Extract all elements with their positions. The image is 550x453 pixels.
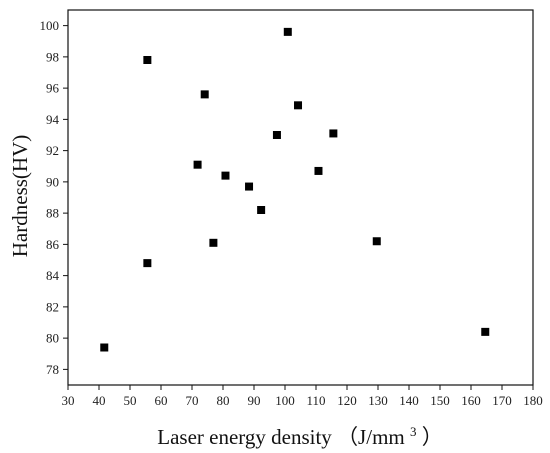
x-tick-label: 70 bbox=[186, 393, 199, 408]
x-tick-label: 150 bbox=[430, 393, 450, 408]
x-axis-unit-superscript: 3 bbox=[410, 424, 417, 439]
x-tick-label: 50 bbox=[124, 393, 137, 408]
data-point bbox=[143, 56, 152, 64]
y-tick-label: 100 bbox=[40, 18, 60, 33]
x-tick-label: 180 bbox=[523, 393, 543, 408]
data-point bbox=[143, 259, 152, 268]
plot-frame bbox=[67, 9, 534, 386]
x-tick-label: 130 bbox=[368, 393, 388, 408]
y-tick-label: 80 bbox=[46, 331, 59, 346]
x-tick-label: 30 bbox=[62, 393, 75, 408]
y-tick-label: 84 bbox=[46, 268, 60, 283]
data-point bbox=[200, 90, 209, 99]
data-point bbox=[294, 101, 303, 110]
y-tick-label: 90 bbox=[46, 174, 59, 189]
data-point bbox=[257, 206, 266, 214]
x-tick-label: 40 bbox=[93, 393, 106, 408]
y-tick-label: 88 bbox=[46, 206, 59, 221]
x-tick-label: 110 bbox=[306, 393, 325, 408]
data-points bbox=[100, 27, 490, 352]
y-tick-label: 86 bbox=[46, 237, 60, 252]
x-tick-label: 80 bbox=[217, 393, 230, 408]
y-tick-label: 96 bbox=[46, 81, 60, 96]
x-tick-label: 120 bbox=[337, 393, 357, 408]
data-point bbox=[221, 171, 230, 180]
x-axis-ticks: 30 40 50 60 70 80 90 100 110 120 130 140 150 160 170 18… bbox=[62, 385, 543, 408]
x-tick-label: 90 bbox=[248, 393, 261, 408]
x-tick-label: 160 bbox=[461, 393, 481, 408]
data-point bbox=[314, 166, 323, 175]
y-tick-label: 94 bbox=[46, 112, 60, 127]
x-tick-label: 140 bbox=[399, 393, 419, 408]
y-tick-label: 78 bbox=[46, 362, 59, 377]
y-tick-label: 98 bbox=[46, 49, 59, 64]
x-axis-title-text: Laser energy density bbox=[157, 425, 332, 449]
y-axis-ticks: 78 80 82 84 86 88 90 92 94 96 98 100 bbox=[40, 18, 68, 377]
x-axis-unit-close: ） bbox=[422, 425, 443, 449]
data-point bbox=[283, 27, 292, 36]
data-point bbox=[329, 129, 338, 138]
x-tick-label: 100 bbox=[275, 393, 295, 408]
y-tick-label: 82 bbox=[46, 299, 59, 314]
x-axis-title: Laser energy density （J/mm 3 ） bbox=[157, 417, 443, 449]
x-tick-label: 170 bbox=[492, 393, 512, 408]
data-point bbox=[193, 160, 202, 169]
axes-frame bbox=[67, 9, 534, 386]
data-point bbox=[272, 131, 281, 139]
data-point bbox=[372, 237, 381, 246]
data-point bbox=[245, 182, 254, 191]
y-tick-label: 92 bbox=[46, 143, 59, 158]
data-point bbox=[100, 343, 109, 352]
data-point bbox=[481, 327, 490, 336]
x-tick-label: 60 bbox=[155, 393, 168, 408]
y-axis-title: Hardness(HV) bbox=[8, 135, 32, 257]
x-axis-unit: （J/mm bbox=[337, 425, 405, 449]
data-point bbox=[209, 238, 218, 247]
